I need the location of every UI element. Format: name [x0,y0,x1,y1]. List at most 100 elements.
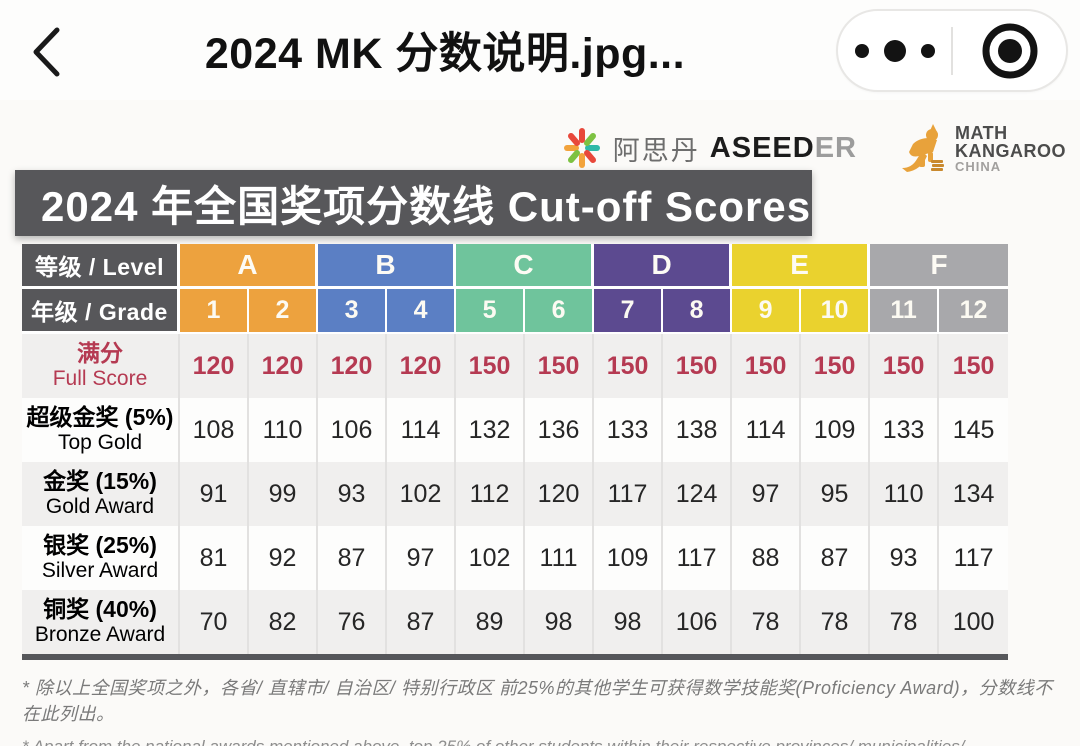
score-cell: 91 [180,462,249,526]
score-cell: 110 [870,462,940,526]
score-cell: 106 [663,590,733,654]
score-cell: 150 [732,334,802,398]
grade-1-header: 1 [180,289,249,334]
level-f-header: F [870,244,1009,289]
score-cell: 76 [318,590,388,654]
score-cell: 110 [249,398,319,462]
score-cell: 150 [801,334,871,398]
score-cell: 124 [663,462,733,526]
score-cell: 109 [594,526,664,590]
capsule-divider [951,26,953,75]
back-button[interactable] [18,24,74,80]
grade-12-header: 12 [939,289,1009,334]
score-cell: 117 [663,526,733,590]
more-menu-button[interactable] [838,11,951,90]
score-cell: 114 [387,398,457,462]
grade-6-header: 6 [525,289,595,334]
row-label-top-gold: 超级金奖 (5%) Top Gold [22,398,180,462]
aseeder-logo: 阿思丹 ASEEDER [561,127,857,169]
target-icon [981,22,1039,80]
score-cell: 120 [180,334,249,398]
image-content: 阿思丹 ASEEDER [0,100,1080,746]
score-cell: 89 [456,590,526,654]
score-cell: 150 [525,334,595,398]
score-cell: 97 [732,462,802,526]
score-cell: 108 [180,398,249,462]
exit-button[interactable] [953,11,1066,90]
score-cell: 87 [801,526,871,590]
score-cell: 82 [249,590,319,654]
score-cell: 150 [594,334,664,398]
score-cell: 87 [387,590,457,654]
score-cell: 78 [870,590,940,654]
score-cell: 97 [387,526,457,590]
row-label-bronze: 铜奖 (40%) Bronze Award [22,590,180,654]
level-a-header: A [180,244,319,289]
grade-9-header: 9 [732,289,802,334]
score-cell: 120 [249,334,319,398]
score-cell: 70 [180,590,249,654]
score-cell: 133 [594,398,664,462]
score-cell: 93 [870,526,940,590]
score-cell: 132 [456,398,526,462]
miniprogram-capsule [836,9,1068,92]
score-cell: 102 [456,526,526,590]
score-cell: 150 [456,334,526,398]
level-d-header: D [594,244,733,289]
grade-10-header: 10 [801,289,871,334]
grade-2-header: 2 [249,289,319,334]
score-cell: 106 [318,398,388,462]
full-score-row: 满分 Full Score 120 120 120 120 150 150 15… [22,334,1009,398]
score-cell: 138 [663,398,733,462]
level-c-header: C [456,244,595,289]
logo-row: 阿思丹 ASEEDER [0,122,1080,174]
score-cell: 98 [594,590,664,654]
score-cell: 100 [939,590,1009,654]
score-table: 等级 / Level A B C D E F 年级 / Grade 1 2 3 … [22,244,1009,660]
score-cell: 95 [801,462,871,526]
score-cell: 87 [318,526,388,590]
level-header-label: 等级 / Level [22,244,180,289]
gold-award-row: 金奖 (15%) Gold Award 91 99 93 102 112 120… [22,462,1009,526]
aseeder-wordmark: ASEEDER [709,131,857,164]
score-cell: 134 [939,462,1009,526]
grade-3-header: 3 [318,289,388,334]
aseeder-chinese-name: 阿思丹 [612,135,700,166]
score-cell: 88 [732,526,802,590]
score-cell: 117 [594,462,664,526]
score-cell: 120 [387,334,457,398]
score-cell: 120 [525,462,595,526]
page-title: 2024 MK 分数说明.jpg... [204,30,686,78]
grade-4-header: 4 [387,289,457,334]
score-cell: 150 [939,334,1009,398]
bronze-award-row: 铜奖 (40%) Bronze Award 70 82 76 87 89 98 … [22,590,1009,654]
score-cell: 114 [732,398,802,462]
grade-header-row: 年级 / Grade 1 2 3 4 5 6 7 8 9 10 11 12 [22,289,1009,334]
score-cell: 145 [939,398,1009,462]
silver-award-row: 银奖 (25%) Silver Award 81 92 87 97 102 11… [22,526,1009,590]
score-cell: 136 [525,398,595,462]
level-b-header: B [318,244,457,289]
navbar: 2024 MK 分数说明.jpg... [0,0,1080,100]
score-cell: 150 [663,334,733,398]
score-cell: 117 [939,526,1009,590]
score-cell: 99 [249,462,319,526]
score-cell: 120 [318,334,388,398]
score-cell: 78 [732,590,802,654]
score-cell: 109 [801,398,871,462]
score-cell: 93 [318,462,388,526]
score-cell: 102 [387,462,457,526]
score-cell: 150 [870,334,940,398]
grade-11-header: 11 [870,289,940,334]
ellipsis-icon [849,38,941,64]
footnote-chinese: * 除以上全国奖项之外，各省/ 直辖市/ 自治区/ 特别行政区 前25%的其他学… [22,678,1053,724]
math-kangaroo-wordmark: MATH KANGAROO CHINA [955,122,1066,174]
score-cell: 133 [870,398,940,462]
banner-title: 2024 年全国奖项分数线 Cut-off Scores [15,170,812,236]
grade-7-header: 7 [594,289,664,334]
grade-header-label: 年级 / Grade [22,289,180,334]
footnote-english: * Apart from the national awards mention… [22,734,1052,746]
score-cell: 78 [801,590,871,654]
footnotes: * 除以上全国奖项之外，各省/ 直辖市/ 自治区/ 特别行政区 前25%的其他学… [0,660,1080,746]
